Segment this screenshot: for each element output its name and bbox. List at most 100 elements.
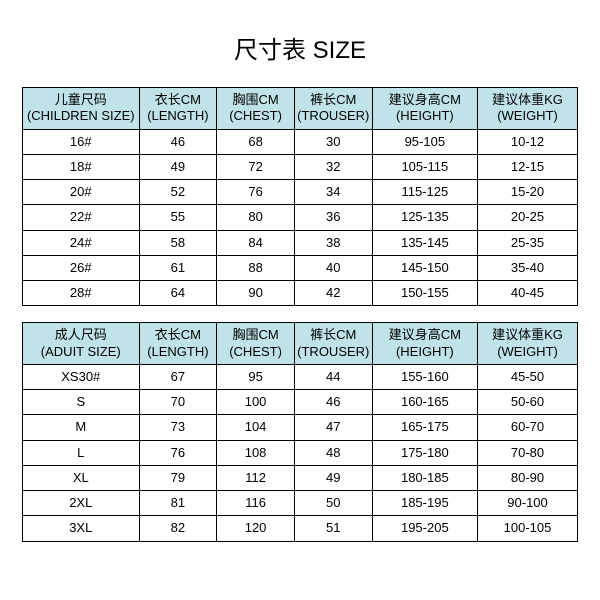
table-cell: 145-150 bbox=[372, 255, 477, 280]
table-cell: 67 bbox=[139, 364, 217, 389]
header-en: (HEIGHT) bbox=[375, 344, 475, 360]
size-table: 儿童尺码(CHILDREN SIZE)衣长CM(LENGTH)胸围CM(CHES… bbox=[22, 87, 578, 542]
table-cell: 49 bbox=[139, 154, 217, 179]
table-cell: 82 bbox=[139, 516, 217, 541]
header-cn: 建议身高CM bbox=[375, 327, 475, 343]
table-cell: 125-135 bbox=[372, 205, 477, 230]
table-cell: 70-80 bbox=[478, 440, 578, 465]
table-row: M7310447165-17560-70 bbox=[23, 415, 578, 440]
children-header-cell: 建议身高CM(HEIGHT) bbox=[372, 88, 477, 130]
table-cell: 34 bbox=[294, 180, 372, 205]
table-cell: 76 bbox=[139, 440, 217, 465]
children-header-row: 儿童尺码(CHILDREN SIZE)衣长CM(LENGTH)胸围CM(CHES… bbox=[23, 88, 578, 130]
header-cn: 衣长CM bbox=[142, 92, 215, 108]
table-row: 24#588438135-14525-35 bbox=[23, 230, 578, 255]
table-cell: 24# bbox=[23, 230, 140, 255]
children-header-cell: 衣长CM(LENGTH) bbox=[139, 88, 217, 130]
table-cell: 30 bbox=[294, 129, 372, 154]
adult-header-cell: 成人尺码(ADUIT SIZE) bbox=[23, 323, 140, 365]
header-en: (ADUIT SIZE) bbox=[25, 344, 137, 360]
table-cell: 95-105 bbox=[372, 129, 477, 154]
table-cell: 32 bbox=[294, 154, 372, 179]
table-cell: 90 bbox=[217, 281, 295, 306]
table-row: 28#649042150-15540-45 bbox=[23, 281, 578, 306]
table-cell: S bbox=[23, 390, 140, 415]
table-cell: 90-100 bbox=[478, 491, 578, 516]
table-cell: L bbox=[23, 440, 140, 465]
table-cell: M bbox=[23, 415, 140, 440]
section-gap bbox=[23, 306, 578, 323]
table-cell: 40 bbox=[294, 255, 372, 280]
header-en: (LENGTH) bbox=[142, 344, 215, 360]
table-cell: 52 bbox=[139, 180, 217, 205]
header-en: (WEIGHT) bbox=[480, 108, 575, 124]
table-row: XS30#679544155-16045-50 bbox=[23, 364, 578, 389]
table-cell: 72 bbox=[217, 154, 295, 179]
table-cell: 18# bbox=[23, 154, 140, 179]
header-cn: 成人尺码 bbox=[25, 327, 137, 343]
table-cell: 47 bbox=[294, 415, 372, 440]
table-cell: 100-105 bbox=[478, 516, 578, 541]
header-en: (CHEST) bbox=[219, 108, 292, 124]
table-cell: 79 bbox=[139, 465, 217, 490]
header-cn: 儿童尺码 bbox=[25, 92, 137, 108]
table-cell: 61 bbox=[139, 255, 217, 280]
table-cell: 36 bbox=[294, 205, 372, 230]
header-en: (HEIGHT) bbox=[375, 108, 475, 124]
table-cell: 76 bbox=[217, 180, 295, 205]
page-title: 尺寸表 SIZE bbox=[22, 30, 578, 65]
table-cell: 15-20 bbox=[478, 180, 578, 205]
adult-header-cell: 裤长CM(TROUSER) bbox=[294, 323, 372, 365]
table-cell: 49 bbox=[294, 465, 372, 490]
table-cell: 165-175 bbox=[372, 415, 477, 440]
table-cell: 70 bbox=[139, 390, 217, 415]
table-cell: 80-90 bbox=[478, 465, 578, 490]
adult-header-cell: 建议身高CM(HEIGHT) bbox=[372, 323, 477, 365]
table-row: 16#46683095-10510-12 bbox=[23, 129, 578, 154]
children-header-cell: 胸围CM(CHEST) bbox=[217, 88, 295, 130]
table-cell: 22# bbox=[23, 205, 140, 230]
adult-header-cell: 胸围CM(CHEST) bbox=[217, 323, 295, 365]
table-cell: 80 bbox=[217, 205, 295, 230]
header-en: (WEIGHT) bbox=[480, 344, 575, 360]
table-cell: 20# bbox=[23, 180, 140, 205]
table-cell: 175-180 bbox=[372, 440, 477, 465]
table-row: 18#497232105-11512-15 bbox=[23, 154, 578, 179]
table-cell: 51 bbox=[294, 516, 372, 541]
table-cell: 12-15 bbox=[478, 154, 578, 179]
table-cell: 40-45 bbox=[478, 281, 578, 306]
table-cell: 108 bbox=[217, 440, 295, 465]
table-cell: 2XL bbox=[23, 491, 140, 516]
table-cell: 10-12 bbox=[478, 129, 578, 154]
header-cn: 衣长CM bbox=[142, 327, 215, 343]
table-cell: 195-205 bbox=[372, 516, 477, 541]
adult-header-cell: 建议体重KG(WEIGHT) bbox=[478, 323, 578, 365]
table-cell: 84 bbox=[217, 230, 295, 255]
children-header-cell: 建议体重KG(WEIGHT) bbox=[478, 88, 578, 130]
table-row: 26#618840145-15035-40 bbox=[23, 255, 578, 280]
table-row: 22#558036125-13520-25 bbox=[23, 205, 578, 230]
table-cell: 46 bbox=[139, 129, 217, 154]
header-cn: 裤长CM bbox=[297, 92, 370, 108]
table-cell: 44 bbox=[294, 364, 372, 389]
table-cell: 28# bbox=[23, 281, 140, 306]
table-cell: 95 bbox=[217, 364, 295, 389]
table-row: S7010046160-16550-60 bbox=[23, 390, 578, 415]
table-cell: 60-70 bbox=[478, 415, 578, 440]
header-cn: 建议身高CM bbox=[375, 92, 475, 108]
table-cell: 38 bbox=[294, 230, 372, 255]
table-cell: 35-40 bbox=[478, 255, 578, 280]
header-cn: 建议体重KG bbox=[480, 92, 575, 108]
adult-header-row: 成人尺码(ADUIT SIZE)衣长CM(LENGTH)胸围CM(CHEST)裤… bbox=[23, 323, 578, 365]
table-cell: 160-165 bbox=[372, 390, 477, 415]
table-cell: 42 bbox=[294, 281, 372, 306]
table-cell: 112 bbox=[217, 465, 295, 490]
table-cell: 26# bbox=[23, 255, 140, 280]
table-cell: 45-50 bbox=[478, 364, 578, 389]
table-cell: 55 bbox=[139, 205, 217, 230]
table-cell: 73 bbox=[139, 415, 217, 440]
table-cell: 68 bbox=[217, 129, 295, 154]
table-cell: 64 bbox=[139, 281, 217, 306]
header-en: (TROUSER) bbox=[297, 344, 370, 360]
table-row: L7610848175-18070-80 bbox=[23, 440, 578, 465]
